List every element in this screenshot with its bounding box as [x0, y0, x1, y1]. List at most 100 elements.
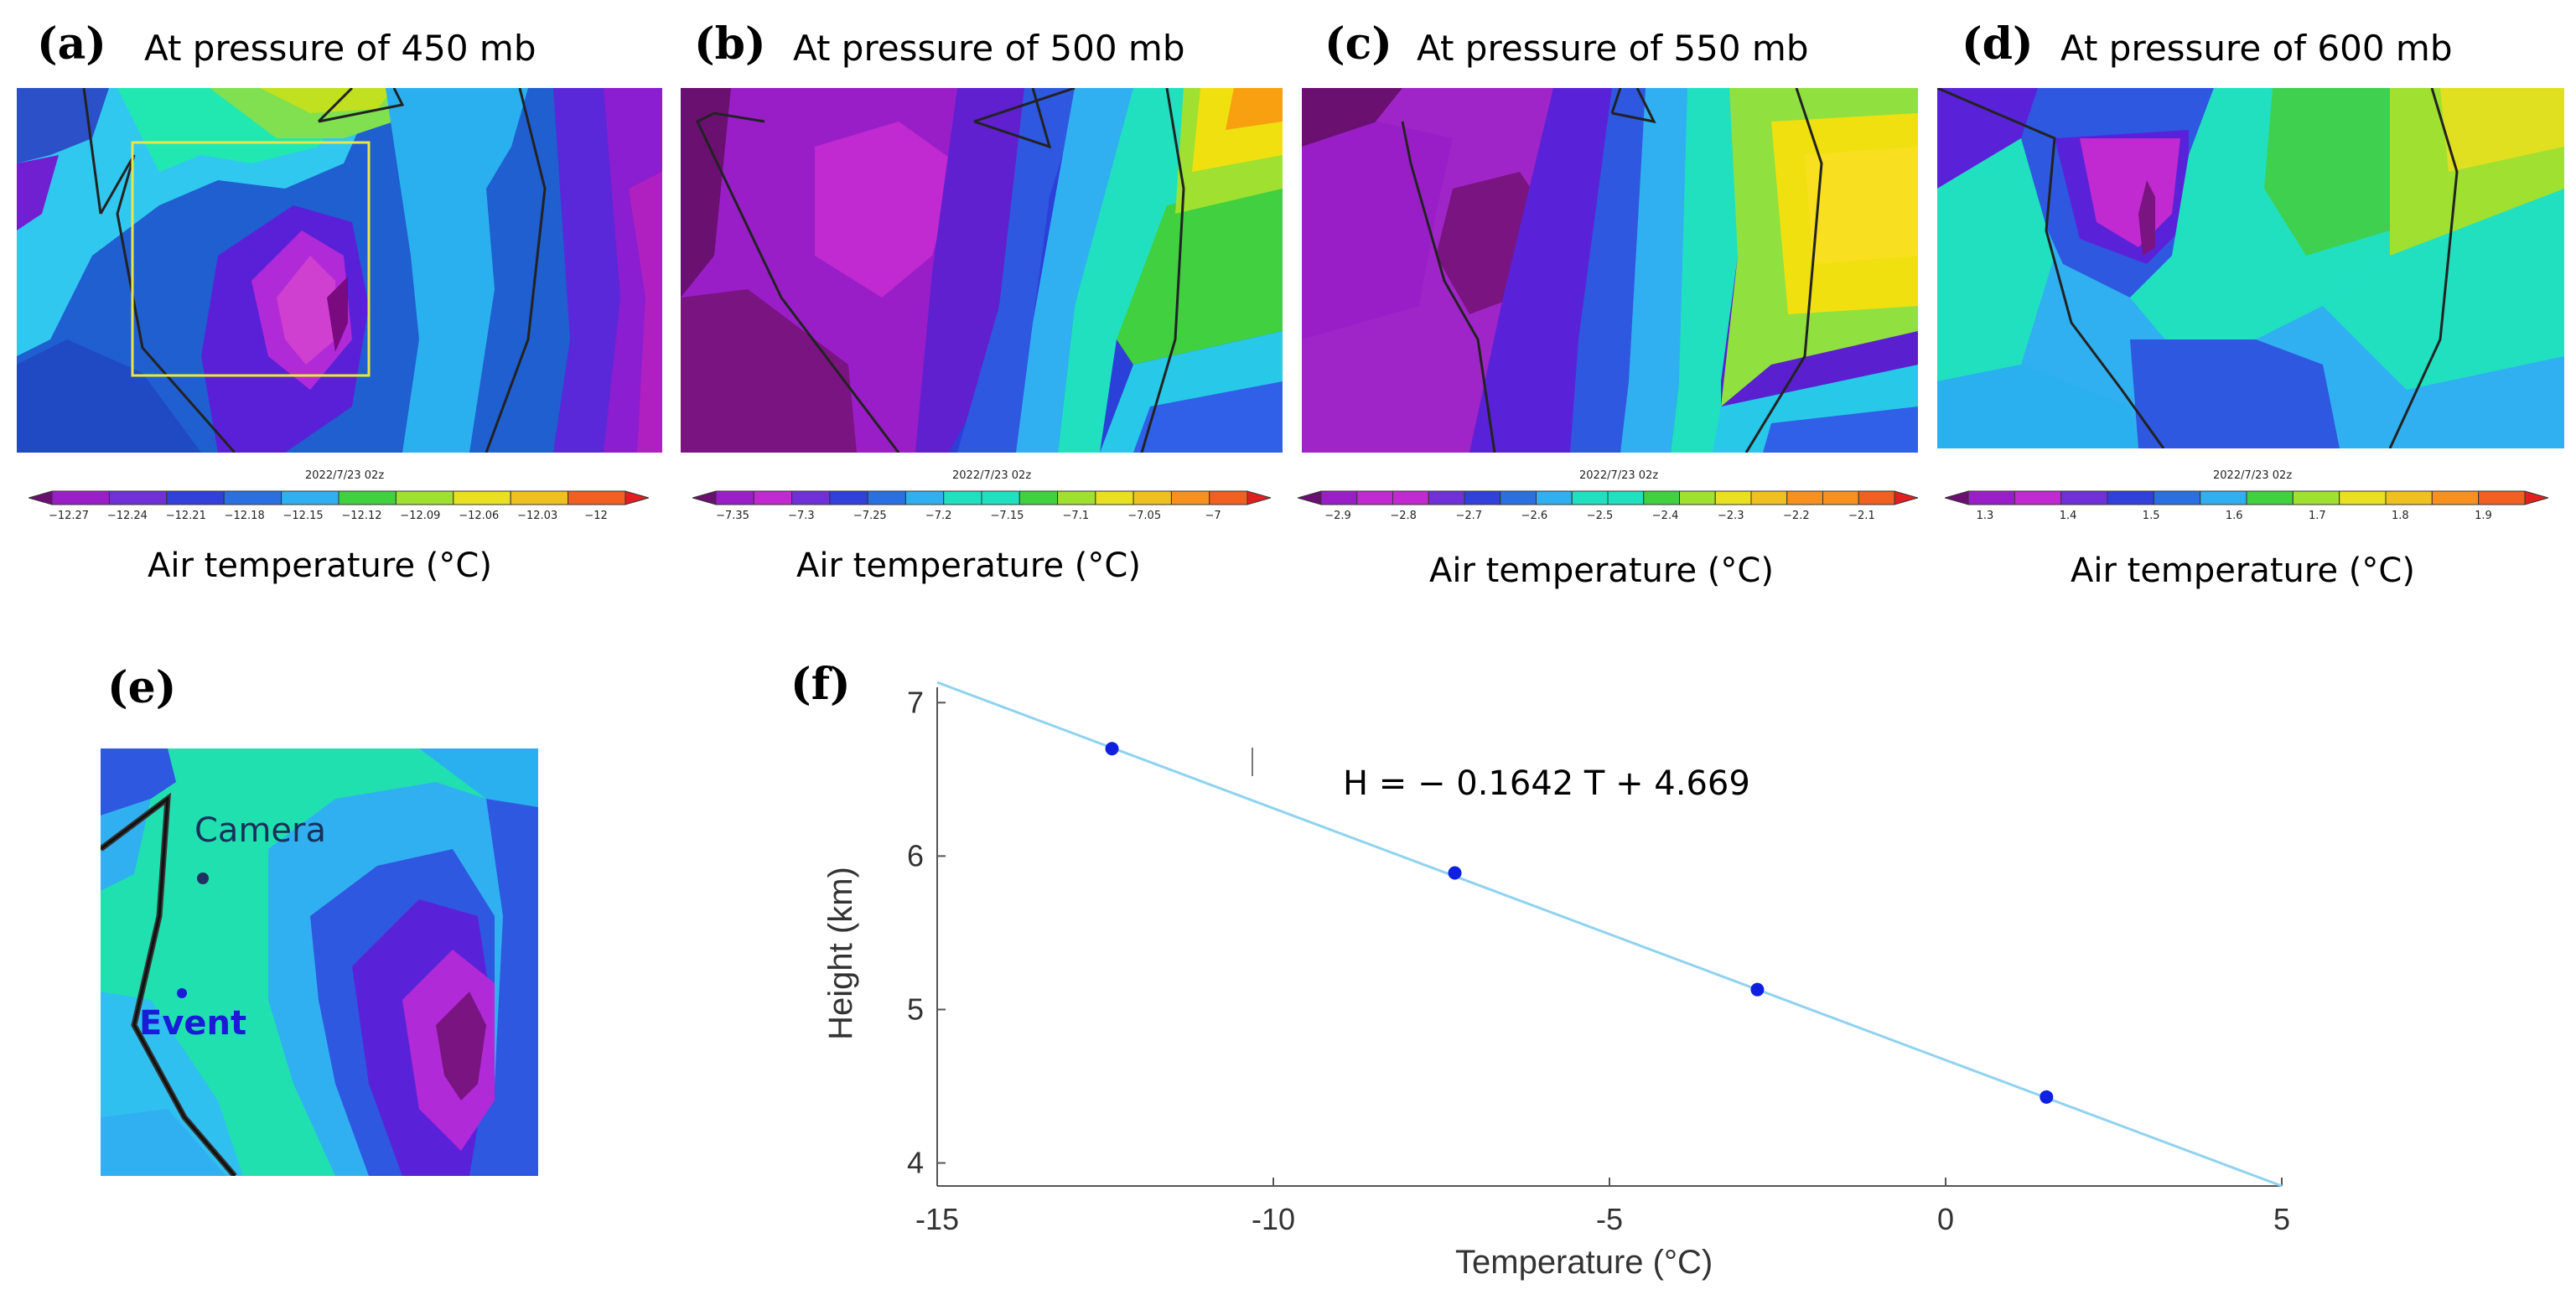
- colorbar-swatch: [223, 490, 282, 505]
- colorbar-tick-label: −12.15: [282, 510, 324, 522]
- panel-e-map: [101, 748, 538, 1176]
- colorbar-swatch: [2385, 490, 2433, 505]
- panel-a-colorbar-strip: [29, 490, 649, 505]
- chart-ticks: -15 -10 -5 0 5 4 5 6 7: [907, 685, 2290, 1236]
- colorbar-swatch: [1356, 490, 1393, 505]
- colorbar-swatch: [943, 490, 982, 505]
- panel-e-label: (e): [107, 662, 177, 713]
- colorbar-swatch: [1209, 490, 1248, 505]
- panel-a-date: 2022/7/23 02z: [305, 469, 385, 482]
- colorbar-tick-label: −7.05: [1127, 510, 1162, 522]
- colorbar-swatch: [51, 490, 110, 505]
- colorbar-swatch: [981, 490, 1020, 505]
- fit-line: [936, 681, 2283, 1188]
- colorbar-tick-label: 1.3: [1976, 510, 1994, 522]
- colorbar-tick-label: −2.8: [1390, 510, 1417, 522]
- colorbar-tick-label: −2.2: [1783, 510, 1810, 522]
- colorbar-tick-label: −12.09: [400, 510, 441, 522]
- y-axis-title: Height (km): [822, 867, 859, 1040]
- colorbar-swatch: [867, 490, 906, 505]
- colorbar-swatch: [1786, 490, 1823, 505]
- colorbar-swatch: [568, 490, 626, 505]
- colorbar-swatch: [453, 490, 511, 505]
- panel-d-ticks: 1.3 1.4 1.5 1.6 1.7 1.8 1.9: [1945, 510, 2548, 526]
- colorbar-cap-low: [29, 490, 53, 505]
- colorbar-swatch: [1500, 490, 1537, 505]
- colorbar-swatch: [1133, 490, 1172, 505]
- colorbar-tick-label: −12.06: [459, 510, 500, 522]
- panel-d-axis-title: Air temperature (°C): [2071, 552, 2415, 590]
- height-temperature-chart: -15 -10 -5 0 5 4 5 6 7: [907, 681, 2290, 1236]
- colorbar-tick-label: −7: [1205, 510, 1221, 522]
- panel-a-axis-title: Air temperature (°C): [148, 546, 492, 585]
- fit-line-segment: [936, 681, 2283, 1188]
- colorbar-swatch: [2014, 490, 2062, 505]
- colorbar-swatch: [1822, 490, 1859, 505]
- colorbar-tick-label: −2.6: [1521, 510, 1548, 522]
- panel-d-colorbar-strip: [1945, 490, 2548, 505]
- colorbar-swatch: [2478, 490, 2526, 505]
- panel-b-colorbar-strip: [692, 490, 1271, 505]
- panel-c-map: [1302, 88, 1918, 453]
- colorbar-cap-low: [1298, 490, 1322, 505]
- colorbar-swatch: [2153, 490, 2201, 505]
- colorbar-swatch: [2246, 490, 2294, 505]
- colorbar-tick-label: −12.18: [224, 510, 265, 522]
- colorbar-tick-label: 1.7: [2308, 510, 2326, 522]
- colorbar-swatch: [1095, 490, 1134, 505]
- panel-d-colorbar: 2022/7/23 02z 1.3 1.4 1.5 1.6 1.7 1.8 1.9: [1945, 469, 2548, 545]
- colorbar-swatch: [1858, 490, 1895, 505]
- colorbar-swatch: [395, 490, 454, 505]
- colorbar-cap-high: [1247, 490, 1271, 505]
- colorbar-tick-label: −12.27: [48, 510, 90, 522]
- colorbar-tick-label: −2.7: [1455, 510, 1483, 522]
- colorbar-tick-label: −7.35: [716, 510, 749, 522]
- colorbar-cap-high: [2524, 490, 2548, 505]
- data-point: [1448, 866, 1462, 880]
- panel-c-label: (c): [1324, 18, 1392, 70]
- data-point: [1105, 742, 1119, 756]
- colorbar-swatch: [1967, 490, 2015, 505]
- colorbar-tick-label: 1.9: [2475, 510, 2492, 522]
- panel-c-axis-title: Air temperature (°C): [1429, 552, 1774, 590]
- colorbar-swatch: [753, 490, 793, 505]
- colorbar-tick-label: −7.25: [853, 510, 887, 522]
- y-tick-label: 7: [907, 685, 924, 719]
- colorbar-tick-label: −12.12: [341, 510, 382, 522]
- colorbar-swatch: [715, 490, 754, 505]
- colorbar-swatch: [1571, 490, 1609, 505]
- panel-c-colorbar: 2022/7/23 02z −2.9 −2.8 −2.7 −2.6 −2.5 −2.4 −2…: [1298, 469, 1918, 545]
- colorbar-tick-label: 1.6: [2225, 510, 2243, 522]
- camera-marker: [197, 873, 209, 884]
- colorbar-tick-label: −2.3: [1717, 510, 1744, 522]
- colorbar-swatch: [1607, 490, 1645, 505]
- colorbar-swatch: [1643, 490, 1680, 505]
- colorbar-tick-label: −2.1: [1848, 510, 1875, 522]
- panel-a-ticks: −12.27 −12.24 −12.21 −12.18 −12.15 −12.12 −12.…: [29, 510, 649, 526]
- colorbar-swatch: [2292, 490, 2340, 505]
- y-tick-label: 4: [907, 1146, 924, 1180]
- panel-b-label: (b): [694, 18, 766, 70]
- panel-f-label: (f): [790, 659, 851, 710]
- colorbar-swatch: [281, 490, 339, 505]
- colorbar-cap-high: [1894, 490, 1918, 505]
- colorbar-cap-low: [1945, 490, 1969, 505]
- colorbar-swatch: [166, 490, 225, 505]
- event-marker: [177, 988, 187, 998]
- colorbar-swatch: [1428, 490, 1465, 505]
- panel-d-date: 2022/7/23 02z: [2213, 469, 2293, 482]
- colorbar-swatch: [791, 490, 831, 505]
- colorbar-swatch: [2431, 490, 2480, 505]
- colorbar-swatch: [2060, 490, 2108, 505]
- colorbar-tick-label: −12.21: [165, 510, 206, 522]
- colorbar-tick-label: −7.3: [788, 510, 815, 522]
- colorbar-tick-label: −12: [584, 510, 608, 522]
- panel-c-ticks: −2.9 −2.8 −2.7 −2.6 −2.5 −2.4 −2.3 −2.2 −2.1: [1298, 510, 1918, 526]
- x-tick-label: -15: [915, 1202, 959, 1236]
- colorbar-cap-low: [692, 490, 717, 505]
- colorbar-tick-label: −7.15: [990, 510, 1024, 522]
- colorbar-swatch: [1057, 490, 1096, 505]
- colorbar-swatch: [1679, 490, 1716, 505]
- data-points: [1105, 742, 2054, 1104]
- y-tick-label: 5: [907, 992, 924, 1026]
